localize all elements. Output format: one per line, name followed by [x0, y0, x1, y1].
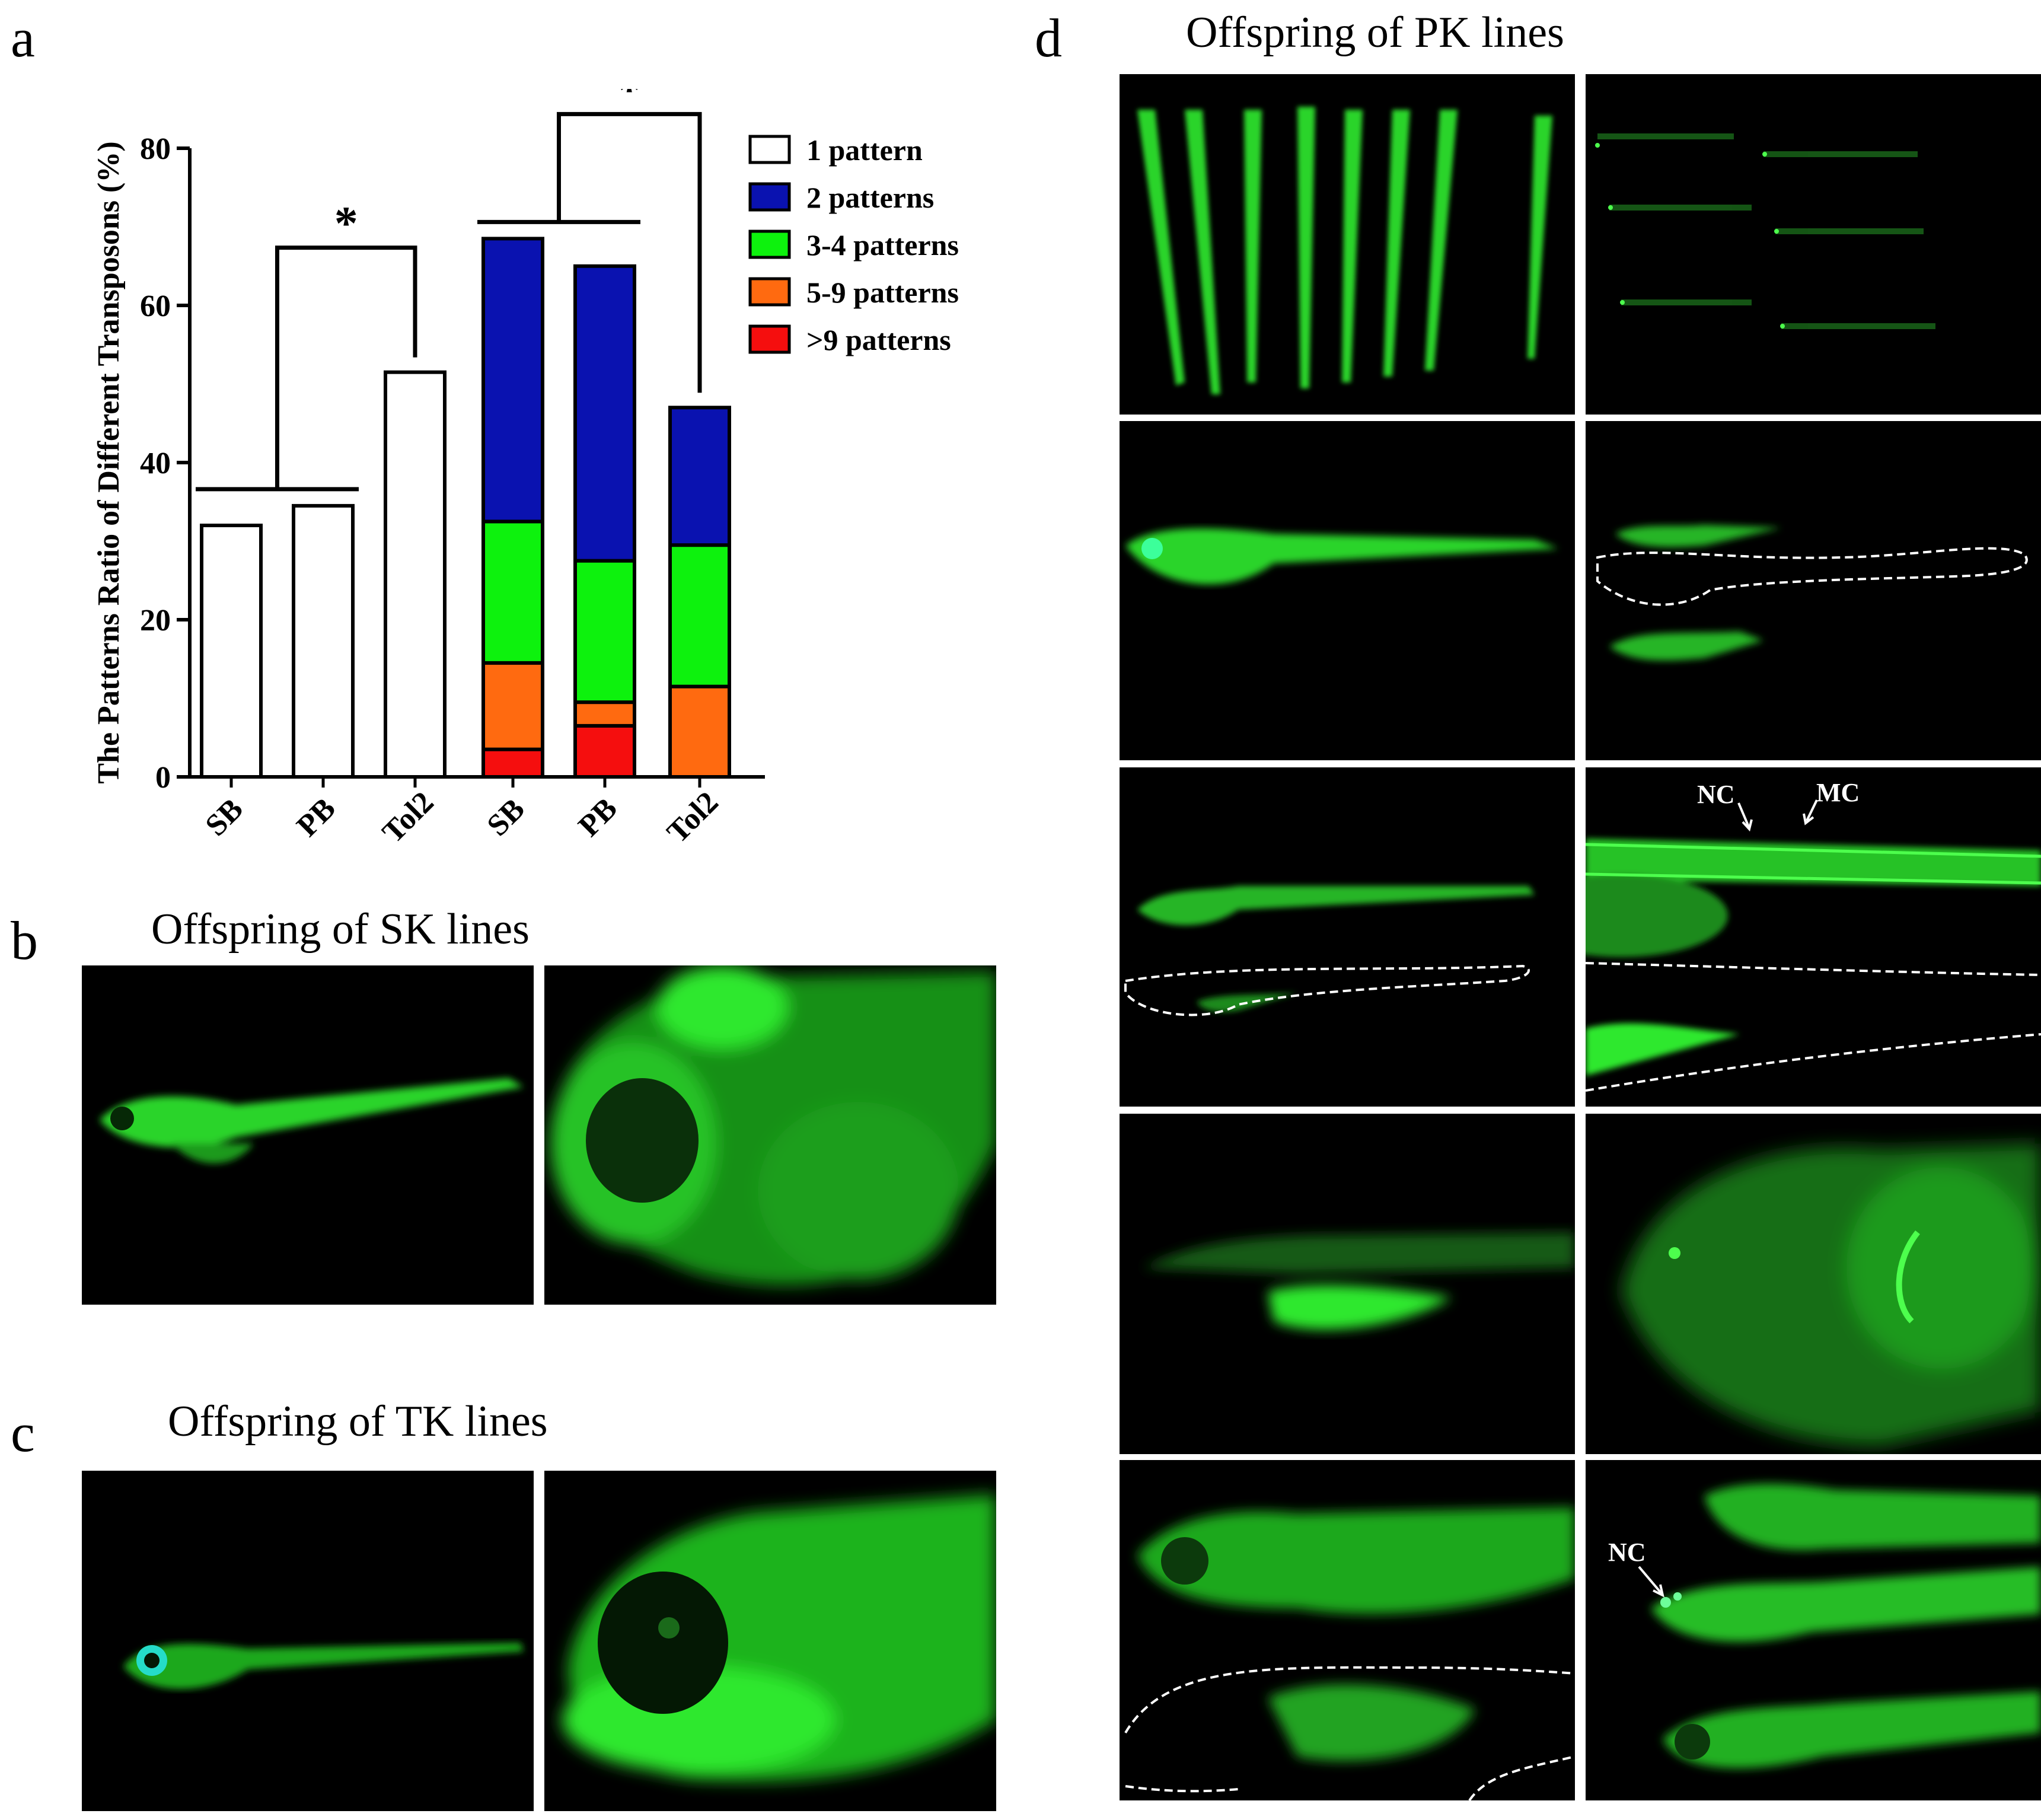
y-axis-label: The Patterns Ratio of Different Transpos…: [92, 141, 126, 783]
mc-label: MC: [1816, 778, 1860, 807]
panel-label-c: c: [11, 1403, 35, 1463]
nc-label-1: NC: [1697, 780, 1735, 809]
bar-segment: [292, 503, 355, 779]
pk-larva-lateral-image: [1120, 421, 1575, 760]
bar-segment: [668, 406, 731, 547]
legend-swatch: [748, 135, 791, 164]
pk-notochord-muscle-closeup-image: [1586, 767, 2041, 1107]
legend-label: 1 pattern: [806, 133, 923, 167]
legend-swatch: [748, 230, 791, 259]
bar-segment: [573, 559, 636, 705]
significance-star: *: [617, 89, 641, 116]
legend-swatch: [748, 182, 791, 212]
bar-segment: [481, 237, 544, 524]
panel-b-title: Offspring of SK lines: [151, 905, 530, 954]
x-tick-label: Tol2: [661, 785, 725, 849]
significance-bracket: [275, 246, 417, 489]
x-tick-label: PB: [572, 792, 624, 843]
legend-label: 3-4 patterns: [806, 228, 959, 262]
legend-swatch: [748, 277, 791, 307]
y-tick-label: 20: [140, 604, 171, 638]
nc-label-2: NC: [1608, 1538, 1646, 1567]
pk-larvae-neural-crest-image: [1586, 1460, 2041, 1800]
bar-segment: [481, 747, 544, 779]
bar-segment: [481, 519, 544, 665]
legend-label: >9 patterns: [806, 323, 951, 356]
panel-d-title: Offspring of PK lines: [1186, 8, 1564, 57]
legend-label: 5-9 patterns: [806, 276, 959, 309]
bar-segment: [668, 684, 731, 779]
bar-segment: [573, 723, 636, 779]
panel-c-title: Offspring of TK lines: [168, 1397, 548, 1446]
bar-segment: [573, 264, 636, 563]
pk-larvae-outlined-image: [1586, 421, 2041, 760]
bar-segment: [573, 700, 636, 728]
significance-bracket: [557, 111, 702, 393]
panel-label-a: a: [11, 8, 35, 68]
x-tick-label: PB: [291, 792, 342, 843]
significance-star: *: [334, 198, 358, 250]
x-tick-label: SB: [481, 792, 531, 843]
x-tick-label: SB: [199, 792, 250, 843]
panel-label-b: b: [11, 910, 38, 971]
sk-larva-head-closeup-image: [544, 965, 996, 1305]
x-tick-label: Tol2: [376, 785, 440, 849]
panel-label-d: d: [1035, 8, 1062, 68]
pk-larva-gut-image: [1120, 1114, 1575, 1454]
pk-larvae-outlined-image-3: [1120, 1460, 1575, 1800]
pk-larvae-outlined-image-2: [1120, 767, 1575, 1107]
y-tick-label: 40: [140, 447, 171, 480]
legend-label: 2 patterns: [806, 181, 934, 214]
bar-segment: [384, 370, 447, 779]
y-tick-label: 80: [140, 132, 171, 166]
bar-segment: [200, 524, 263, 779]
y-tick-label: 60: [140, 289, 171, 323]
pk-larva-head-closeup-image: [1586, 1114, 2041, 1454]
legend-swatch: [748, 324, 791, 354]
bar-segment: [668, 543, 731, 689]
tk-larva-head-closeup-image: [544, 1471, 996, 1811]
tk-larva-lateral-image: [82, 1471, 534, 1811]
pk-larvae-group-image-2: [1586, 74, 2041, 415]
pk-larvae-group-image-1: [1120, 74, 1575, 415]
y-tick-label: 0: [155, 761, 171, 795]
bar-segment: [481, 661, 544, 751]
sk-larva-lateral-image: [82, 965, 534, 1305]
bar-chart: 0 20 40 60 80 The Patterns Ratio of Different…: [92, 89, 959, 850]
